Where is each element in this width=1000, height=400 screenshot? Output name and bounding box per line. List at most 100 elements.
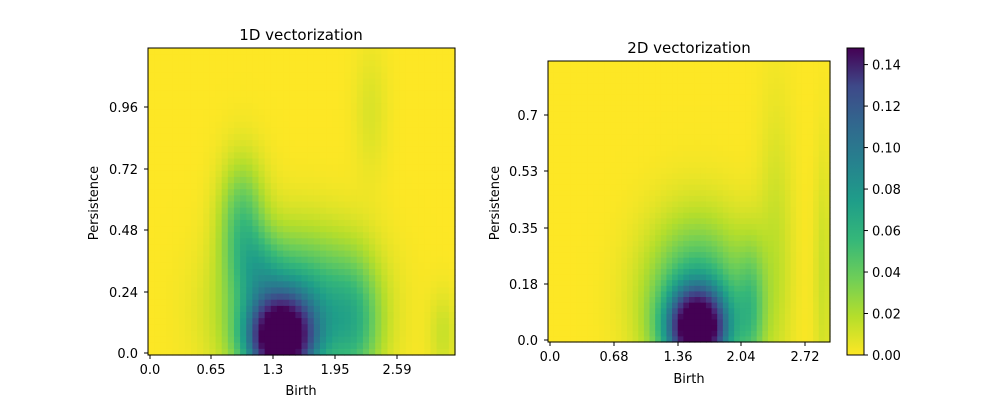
heatmap-cell [762, 252, 769, 259]
heatmap-cell [448, 90, 456, 98]
heatmap-cell [332, 109, 339, 117]
heatmap-cell [190, 318, 198, 325]
heatmap-cell [632, 66, 639, 73]
heatmap-cell [350, 219, 358, 227]
heatmap-cell [319, 232, 327, 239]
heatmap-cell [621, 139, 628, 146]
heatmap-cell [779, 145, 786, 152]
heatmap-cell [399, 336, 407, 344]
heatmap-cell [739, 263, 746, 270]
heatmap-cell [694, 195, 701, 203]
heatmap-cell [369, 109, 376, 117]
heatmap-cell [221, 152, 229, 160]
heatmap-cell [283, 66, 290, 74]
heatmap-cell [332, 60, 339, 68]
heatmap-cell [649, 145, 656, 152]
heatmap-cell [796, 263, 803, 270]
heatmap-cell [381, 54, 389, 61]
heatmap-cell [587, 162, 594, 169]
heatmap-cell [598, 212, 605, 219]
heatmap-cell [369, 256, 376, 264]
heatmap-cell [570, 330, 577, 337]
heatmap-cell [338, 152, 346, 160]
heatmap-cell [553, 235, 560, 242]
heatmap-cell [559, 246, 566, 253]
heatmap-cell [289, 287, 296, 295]
heatmap-cell [626, 195, 634, 203]
heatmap-cell [264, 305, 272, 313]
heatmap-cell [276, 133, 284, 141]
heatmap-cell [762, 173, 769, 180]
heatmap-cell [655, 218, 662, 225]
heatmap-cell [283, 170, 290, 178]
heatmap-cell [344, 262, 352, 270]
heatmap-cell [593, 274, 600, 281]
heatmap-cell [773, 252, 780, 259]
heatmap-cell [784, 117, 792, 124]
heatmap-cell [295, 84, 303, 92]
heatmap-cell [739, 128, 746, 135]
heatmap-cell [818, 72, 825, 79]
heatmap-cell [442, 158, 450, 166]
heatmap-cell [166, 232, 174, 239]
heatmap-cell [587, 330, 594, 337]
heatmap-cell [258, 305, 266, 313]
heatmap-cell [436, 121, 444, 129]
heatmap-cell [442, 312, 450, 319]
heatmap-cell [728, 162, 735, 169]
heatmap-cell [604, 190, 611, 197]
heatmap-cell [790, 207, 797, 214]
heatmap-cell [559, 66, 566, 73]
heatmap-cell [148, 299, 155, 307]
heatmap-cell [319, 299, 327, 307]
heatmap-cell [295, 48, 303, 55]
heatmap-cell [700, 77, 707, 85]
heatmap-cell [227, 342, 235, 350]
heatmap-cell [240, 342, 247, 350]
heatmap-cell [381, 158, 389, 166]
heatmap-cell [660, 285, 668, 293]
heatmap-cell [581, 83, 589, 90]
heatmap-cell [283, 121, 290, 129]
heatmap-cell [655, 184, 662, 191]
heatmap-cell [610, 167, 617, 174]
heatmap-cell [375, 330, 382, 338]
heatmap-cell [700, 268, 707, 276]
heatmap-cell [276, 60, 284, 68]
heatmap-cell [762, 61, 769, 68]
heatmap-cell [215, 97, 223, 104]
heatmap-cell [626, 336, 634, 343]
heatmap-cell [240, 281, 247, 289]
heatmap-cell [615, 291, 622, 298]
heatmap-cell [227, 226, 235, 233]
heatmap-cell [221, 287, 229, 295]
heatmap-cell [705, 150, 713, 158]
heatmap-cell [717, 195, 724, 203]
heatmap-cell [813, 313, 820, 321]
heatmap-cell [722, 145, 730, 152]
heatmap-cell [387, 109, 395, 117]
heatmap-cell [801, 223, 809, 231]
heatmap-cell [700, 100, 707, 107]
heatmap-cell [436, 226, 444, 233]
heatmap-cell [796, 173, 803, 180]
heatmap-cell [694, 308, 701, 315]
heatmap-cell [252, 336, 260, 344]
heatmap-cell [295, 305, 303, 313]
heatmap-cell [313, 219, 321, 227]
heatmap-cell [553, 162, 560, 169]
heatmap-cell [610, 195, 617, 203]
heatmap-cell [313, 109, 321, 117]
heatmap-cell [767, 72, 775, 79]
heatmap-cell [356, 78, 364, 86]
heatmap-cell [581, 274, 589, 281]
heatmap-cell [813, 229, 820, 236]
heatmap-cell [615, 313, 622, 321]
heatmap-cell [418, 54, 425, 61]
heatmap-cell [807, 134, 814, 141]
heatmap-cell [246, 324, 253, 332]
heatmap-cell [344, 232, 352, 239]
heatmap-cell [672, 330, 679, 337]
heatmap-cell [604, 325, 611, 332]
heatmap-cell [215, 305, 223, 313]
